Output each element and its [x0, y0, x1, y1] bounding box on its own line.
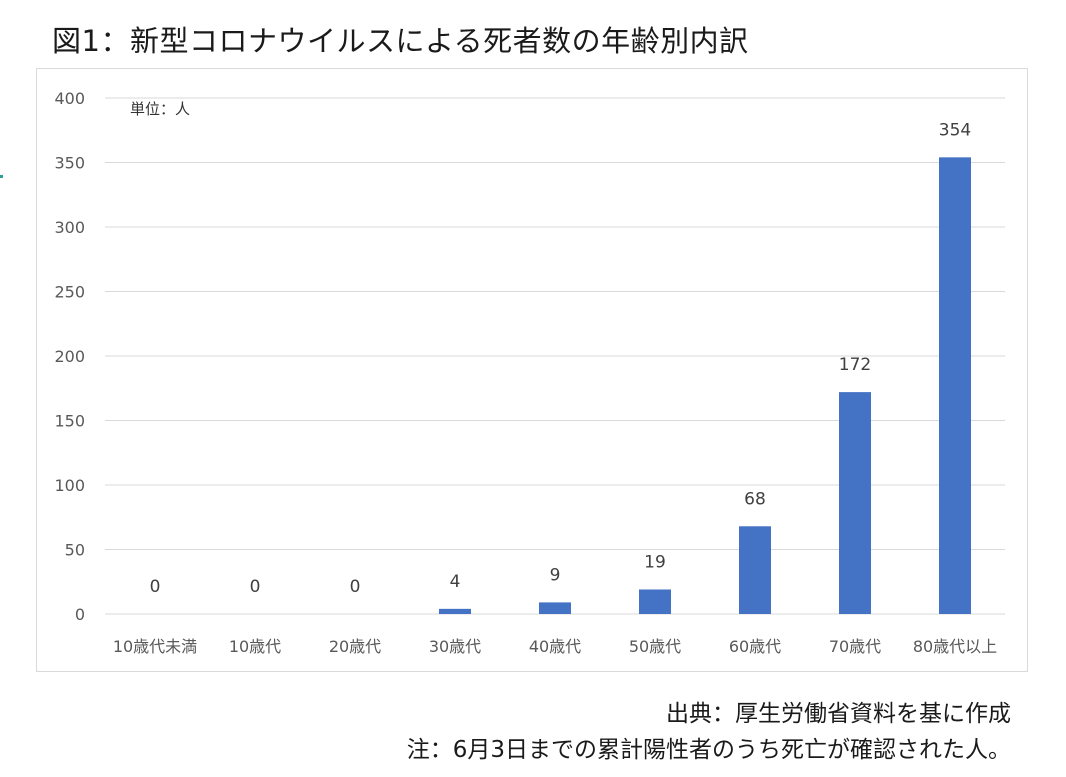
chart-frame: [36, 68, 1028, 672]
x-category-label: 60歳代: [729, 637, 781, 656]
data-label: 172: [839, 355, 871, 375]
bar: [639, 589, 671, 614]
unit-label: 単位：人: [130, 100, 191, 118]
note-text: 注：6月3日までの累計陽性者のうち死亡が確認された人。: [406, 737, 1011, 763]
data-label: 0: [250, 577, 261, 597]
category-labels: 10歳代未満 10歳代 20歳代 30歳代 40歳代 50歳代 60歳代 70歳代 80歳代以上: [113, 637, 997, 656]
bar: [739, 526, 771, 614]
x-category-label: 10歳代: [229, 637, 281, 656]
y-tick-label: 300: [54, 218, 85, 237]
data-label: 19: [644, 552, 666, 572]
data-label: 0: [150, 577, 161, 597]
x-category-label: 10歳代未満: [113, 637, 197, 656]
x-category-label: 30歳代: [429, 637, 481, 656]
source-text: 出典：厚生労働省資料を基に作成: [666, 701, 1011, 727]
y-tick-label: 0: [75, 605, 85, 624]
bar: [939, 157, 971, 614]
y-tick-label: 200: [54, 347, 85, 366]
y-tick-label: 400: [54, 89, 85, 108]
y-tick-label: 250: [54, 283, 85, 302]
data-label: 0: [350, 577, 361, 597]
y-tick-label: 350: [54, 154, 85, 173]
bars: [439, 157, 971, 614]
x-category-label: 70歳代: [829, 637, 881, 656]
bar: [539, 602, 571, 614]
accent-mark: [0, 175, 3, 178]
data-label: 4: [450, 572, 461, 592]
data-labels: 0 0 0 4 9 19 68 172 354: [150, 120, 972, 597]
y-tick-label: 50: [65, 541, 85, 560]
y-tick-label: 100: [54, 476, 85, 495]
x-category-label: 50歳代: [629, 637, 681, 656]
x-category-label: 40歳代: [529, 637, 581, 656]
data-label: 68: [744, 489, 766, 509]
data-label: 354: [939, 120, 971, 140]
y-axis-ticks: 0 50 100 150 200 250 300 350 400: [54, 89, 85, 624]
chart-title: 図1：新型コロナウイルスによる死者数の年齢別内訳: [52, 24, 749, 58]
data-label: 9: [550, 565, 561, 585]
bar: [439, 608, 471, 614]
bar: [839, 392, 871, 614]
x-category-label: 20歳代: [329, 637, 381, 656]
y-tick-label: 150: [54, 412, 85, 431]
x-category-label: 80歳代以上: [913, 637, 997, 656]
